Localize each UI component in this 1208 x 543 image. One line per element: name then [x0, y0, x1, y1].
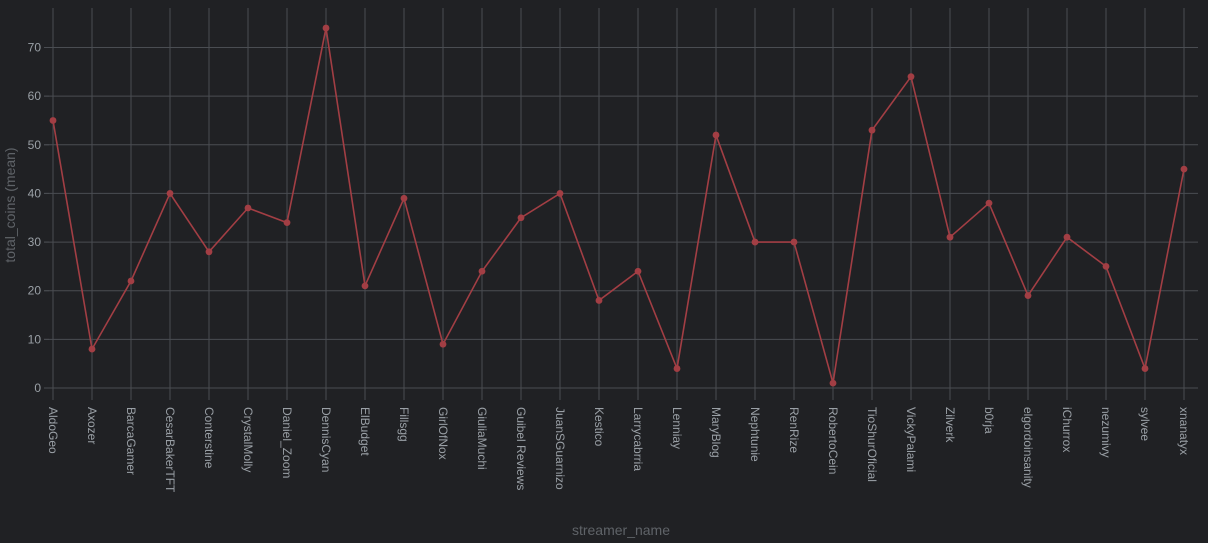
data-point: [946, 233, 954, 241]
data-point: [88, 345, 96, 353]
y-tick-label: 60: [28, 89, 42, 103]
x-tick-label: b0rja: [982, 407, 996, 434]
horizontal-gridlines: [44, 47, 1198, 389]
y-tick-label: 20: [28, 284, 42, 298]
data-point: [166, 190, 174, 197]
x-tick-label: MaryBlog: [709, 407, 723, 458]
data-point: [751, 238, 759, 246]
x-tick-label: CesarBakerTFT: [163, 407, 177, 493]
x-tick-label: RobertoCein: [826, 407, 840, 474]
data-point: [244, 204, 252, 212]
y-tick-label: 50: [28, 138, 42, 152]
data-point: [205, 248, 213, 256]
x-tick-label: Axozer: [85, 407, 99, 444]
y-axis-title: total_coins (mean): [2, 147, 18, 262]
x-tick-label: ElBudget: [358, 407, 372, 456]
data-point: [712, 131, 720, 139]
data-point: [868, 126, 876, 134]
y-tick-label: 30: [28, 235, 42, 249]
x-tick-label: VickyPalami: [904, 407, 918, 472]
data-point: [1180, 165, 1188, 173]
y-tick-label: 0: [34, 381, 41, 395]
data-point: [49, 117, 57, 124]
x-tick-label: Lenniay: [670, 407, 684, 449]
x-tick-label: GiuliaMuchi: [475, 407, 489, 470]
x-tick-label: BarcaGamer: [124, 407, 138, 475]
data-point: [634, 267, 642, 275]
vertical-gridlines: [52, 8, 1185, 400]
x-axis-ticks: AldoGeo Axozer BarcaGamer CesarBakerTFT Cont…: [46, 407, 1191, 493]
x-tick-label: Nephtunie: [748, 407, 762, 462]
x-tick-label: CrystalMolly: [241, 407, 255, 472]
x-tick-label: AldoGeo: [46, 407, 60, 454]
x-tick-label: Kestico: [592, 407, 606, 447]
data-point: [283, 219, 291, 227]
data-point: [517, 214, 525, 222]
data-point: [127, 277, 135, 285]
data-point: [907, 73, 915, 81]
data-point: [478, 267, 486, 275]
data-point: [1063, 233, 1071, 241]
data-point: [400, 194, 408, 202]
x-tick-label: RenRize: [787, 407, 801, 453]
data-point: [361, 282, 369, 290]
y-tick-label: 70: [28, 41, 42, 55]
x-tick-label: Larrycabrria: [631, 407, 645, 471]
data-point: [829, 379, 837, 387]
x-tick-label: xnanatyx: [1177, 407, 1191, 455]
data-point: [1102, 262, 1110, 270]
x-tick-label: Daniel_Zoom: [280, 407, 294, 478]
x-tick-label: JuanSGuarnizo: [553, 407, 567, 490]
x-tick-label: TioShurOficial: [865, 407, 879, 482]
data-point: [556, 190, 564, 197]
x-tick-label: Zilverk: [943, 407, 957, 443]
data-point: [673, 365, 681, 372]
data-point: [1141, 365, 1149, 372]
y-tick-label: 10: [28, 332, 42, 346]
data-point: [985, 199, 993, 207]
y-axis-ticks: 0 10 20 30 40 50 60 70: [28, 41, 49, 395]
data-point: [322, 24, 330, 32]
x-tick-label: sylvee: [1138, 407, 1152, 441]
x-axis-title: streamer_name: [572, 522, 670, 538]
y-tick-label: 40: [28, 186, 42, 200]
x-tick-label: Conterstine: [202, 407, 216, 469]
series-group: [49, 24, 1188, 387]
data-point: [1024, 292, 1032, 299]
x-tick-label: Fillsgg: [397, 407, 411, 442]
data-point: [790, 238, 798, 246]
x-tick-label: Guibel Reviews: [514, 407, 528, 490]
data-point: [439, 340, 447, 348]
data-point: [595, 297, 603, 304]
x-tick-label: nezumivy: [1099, 407, 1113, 458]
series-line: [52, 27, 1185, 384]
x-tick-label: DennisCyan: [319, 407, 333, 472]
x-tick-label: elgordoinsanity: [1021, 407, 1035, 488]
x-tick-label: GirlOfNox: [436, 407, 450, 460]
x-tick-label: iChurrox: [1060, 407, 1074, 452]
